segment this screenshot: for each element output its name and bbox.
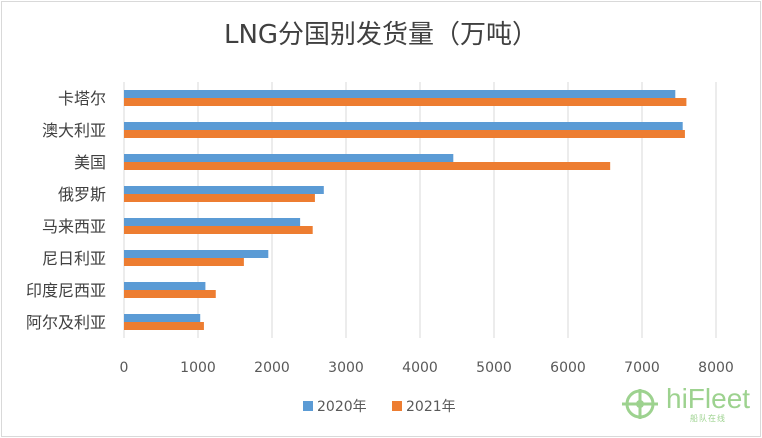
x-tick-label: 7000 [624,360,660,376]
x-tick-label: 0 [120,360,129,376]
category-label: 阿尔及利亚 [26,313,106,332]
bar-series2 [124,98,687,106]
category-label: 澳大利亚 [42,121,106,140]
bar-series1 [124,154,454,162]
category-label: 马来西亚 [42,217,106,236]
hifleet-watermark: hiFleet 船队在线 [620,385,750,423]
x-tick-label: 4000 [402,360,438,376]
gridlines [123,82,717,338]
bar-series1 [124,218,301,226]
bar-series2 [124,258,244,266]
bar-series2 [124,322,204,330]
x-tick-label: 1000 [180,360,216,376]
bar-series1 [124,122,683,130]
x-tick-labels: 0 1000 2000 3000 4000 5000 6000 7000 8000 [120,360,734,376]
chart-title: LNG分国别发货量（万吨） [223,20,539,50]
bar-series1 [124,186,324,194]
x-tick-label: 6000 [550,360,586,376]
bar-series2 [124,290,216,298]
hifleet-logo-icon [622,389,658,419]
bar-series2 [124,162,611,170]
legend-swatch [392,401,402,411]
category-label: 俄罗斯 [58,185,106,204]
legend: 2020年 2021年 [303,399,456,415]
legend-label: 2021年 [406,399,456,415]
category-label: 美国 [74,153,106,172]
watermark-brand: hiFleet [666,383,751,414]
x-tick-label: 5000 [476,360,512,376]
category-label: 印度尼西亚 [26,281,106,300]
category-label: 尼日利亚 [42,249,106,268]
legend-swatch [303,401,313,411]
watermark-subtitle: 船队在线 [690,414,727,423]
bars [124,90,687,330]
bar-series1 [124,250,269,258]
legend-label: 2020年 [317,399,367,415]
x-tick-label: 3000 [328,360,364,376]
x-tick-label: 8000 [698,360,734,376]
category-label: 卡塔尔 [58,89,106,108]
bar-series1 [124,282,206,290]
bar-series2 [124,130,685,138]
bar-series2 [124,194,315,202]
bar-series1 [124,90,676,98]
bar-series1 [124,314,201,322]
bar-series2 [124,226,313,234]
x-tick-label: 2000 [254,360,290,376]
